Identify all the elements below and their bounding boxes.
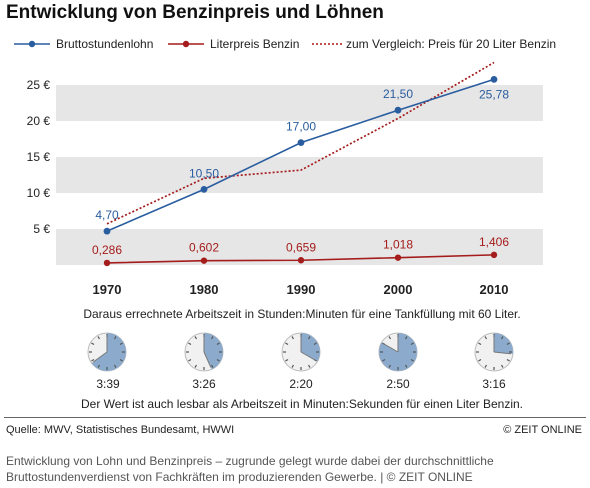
clock-label-1970: 3:39	[96, 377, 120, 391]
clock-hand	[203, 351, 212, 368]
clock-tick	[216, 342, 220, 346]
data-label-benzin: 1,406	[479, 235, 509, 249]
grid-band-1	[56, 157, 543, 193]
note-bottom: Der Wert ist auch lesbar als Arbeitszeit…	[80, 397, 523, 411]
clock-tick	[307, 364, 311, 368]
clock-tick	[500, 364, 504, 368]
series-line-vergleich	[106, 61, 495, 225]
data-point-benzin	[200, 257, 208, 264]
clock-hand	[92, 351, 108, 363]
data-point-benzin	[490, 251, 498, 259]
data-label-benzin: 0,659	[286, 240, 316, 254]
data-point-lohn	[200, 186, 208, 193]
clock-tick	[97, 364, 101, 368]
data-label-lohn: 10,50	[189, 166, 219, 180]
legend-marker-lohn	[28, 40, 36, 48]
clock-tick	[404, 364, 408, 368]
clock-elapsed-sector	[91, 333, 126, 371]
clock-tick	[382, 358, 386, 362]
data-label-lohn: 21,50	[383, 87, 413, 101]
grid-band-2	[56, 85, 543, 121]
clock-tick	[291, 336, 295, 340]
x-tick-label: 2010	[480, 282, 509, 297]
clock-tick	[484, 364, 488, 368]
y-tick-label: 5 €	[33, 222, 50, 236]
data-point-lohn	[297, 139, 305, 147]
data-label-lohn: 25,78	[479, 87, 509, 101]
data-label-benzin: 0,602	[189, 241, 219, 255]
clock-hand	[300, 351, 316, 361]
clock-tick	[210, 364, 214, 368]
clock-tick	[194, 364, 198, 368]
data-point-benzin	[103, 259, 111, 267]
clock-tick	[506, 342, 510, 346]
y-tick-label: 25 €	[27, 78, 51, 92]
clock-tick	[285, 342, 289, 346]
clock-tick	[285, 358, 289, 362]
clock-tick	[291, 364, 295, 368]
clock-tick	[484, 336, 488, 340]
clock-tick	[216, 358, 220, 362]
clock-label-1980: 3:26	[192, 377, 216, 391]
clock-tick	[194, 336, 198, 340]
data-point-lohn	[394, 106, 402, 114]
data-point-lohn	[103, 227, 111, 235]
clock-hand	[493, 351, 511, 355]
clock-tick	[91, 358, 95, 362]
x-tick-label: 1970	[93, 282, 122, 297]
clock-tick	[210, 336, 214, 340]
clock-tick	[307, 336, 311, 340]
clock-tick	[388, 336, 392, 340]
clock-tick	[119, 342, 123, 346]
note-top: Daraus errechnete Arbeitszeit in Stunden…	[83, 307, 521, 321]
legend-marker-benzin	[182, 40, 190, 48]
clock-tick	[478, 358, 482, 362]
caption-text: Entwicklung von Lohn und Benzinpreis – z…	[6, 454, 494, 484]
legend-label-vergleich: zum Vergleich: Preis für 20 Liter Benzin	[346, 37, 556, 51]
clock-tick	[410, 358, 414, 362]
x-tick-label: 1980	[190, 282, 219, 297]
clock-label-1990: 2:20	[289, 377, 313, 391]
data-point-benzin	[297, 257, 305, 264]
data-point-benzin	[394, 254, 402, 261]
data-label-benzin: 1,018	[383, 238, 413, 252]
x-tick-label: 2000	[384, 282, 413, 297]
clock-label-2010: 3:16	[482, 377, 506, 391]
y-tick-label: 10 €	[27, 186, 51, 200]
clock-tick	[313, 342, 317, 346]
y-tick-label: 20 €	[27, 114, 51, 128]
x-tick-label: 1990	[287, 282, 316, 297]
y-tick-label: 15 €	[27, 150, 51, 164]
clock-elapsed-sector	[494, 333, 514, 354]
clock-tick	[188, 358, 192, 362]
clock-label-2000: 2:50	[386, 377, 410, 391]
clock-hand	[383, 343, 399, 353]
data-label-lohn: 17,00	[286, 120, 316, 134]
clock-tick	[404, 336, 408, 340]
clock-tick	[188, 342, 192, 346]
clock-tick	[97, 336, 101, 340]
clock-tick	[506, 358, 510, 362]
legend-label-lohn: Bruttostundenlohn	[56, 37, 153, 51]
clock-tick	[113, 336, 117, 340]
chart-title: Entwicklung von Benzinpreis und Löhnen	[6, 2, 384, 23]
clock-tick	[410, 342, 414, 346]
data-label-benzin: 0,286	[92, 243, 122, 257]
clock-tick	[91, 342, 95, 346]
data-label-lohn: 4,70	[95, 208, 119, 222]
source-text: Quelle: MWV, Statistisches Bundesamt, HW…	[6, 424, 235, 436]
clock-tick	[478, 342, 482, 346]
data-point-lohn	[490, 75, 498, 83]
footer-divider	[4, 417, 586, 418]
clock-tick	[500, 336, 504, 340]
legend-label-benzin: Literpreis Benzin	[210, 37, 299, 51]
clock-tick	[119, 358, 123, 362]
clock-tick	[388, 364, 392, 368]
copyright-text: © ZEIT ONLINE	[503, 424, 582, 436]
clock-tick	[113, 364, 117, 368]
